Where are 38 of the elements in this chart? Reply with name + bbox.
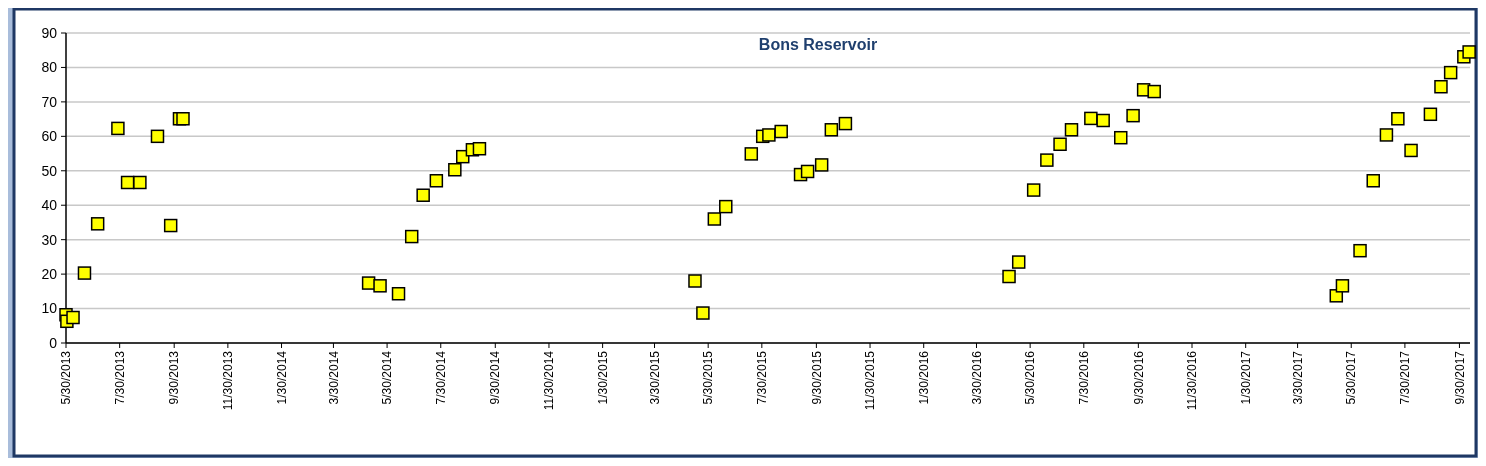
- y-tick-label: 70: [41, 93, 58, 110]
- x-tick-label: 1/30/2014: [274, 350, 289, 405]
- x-tick-label: 5/30/2013: [59, 350, 74, 405]
- x-tick-label: 9/30/2014: [488, 350, 503, 405]
- chart-title: Bons Reservoir: [758, 36, 878, 53]
- x-tick-label: 9/30/2015: [809, 350, 824, 405]
- x-tick-label: 3/30/2017: [1290, 350, 1305, 405]
- x-tick-label: 5/30/2017: [1344, 350, 1359, 405]
- x-tick-label: 5/30/2016: [1023, 350, 1038, 405]
- x-tick-label: 9/30/2017: [1452, 350, 1467, 405]
- y-tick-label: 40: [41, 197, 58, 214]
- x-tick-label: 1/30/2017: [1238, 350, 1253, 405]
- x-tick-label: 3/30/2015: [647, 350, 662, 405]
- y-tick-label: 20: [41, 266, 58, 283]
- x-tick-label: 7/30/2014: [433, 350, 448, 405]
- y-tick-label: 10: [41, 300, 58, 317]
- x-tick-label: 11/30/2015: [863, 350, 878, 411]
- y-tick-label: 90: [41, 24, 58, 41]
- x-tick-label: 9/30/2013: [167, 350, 182, 405]
- x-tick-label: 11/30/2016: [1185, 350, 1200, 411]
- y-tick-label: 0: [49, 334, 58, 351]
- x-tick-label: 3/30/2014: [326, 350, 341, 405]
- y-tick-label: 50: [41, 162, 58, 179]
- x-tick-label: 7/30/2016: [1077, 350, 1092, 405]
- x-tick-label: 1/30/2015: [595, 350, 610, 405]
- y-tick-label: 80: [41, 59, 58, 76]
- x-tick-label: 3/30/2016: [969, 350, 984, 405]
- x-tick-label: 7/30/2013: [112, 350, 127, 405]
- y-tick-label: 30: [41, 231, 58, 248]
- x-tick-label: 5/30/2014: [380, 350, 395, 405]
- x-tick-label: 11/30/2014: [542, 350, 557, 411]
- x-tick-label: 1/30/2016: [916, 350, 931, 405]
- y-tick-label: 60: [41, 128, 58, 145]
- x-tick-label: 11/30/2013: [221, 350, 236, 411]
- x-tick-label: 5/30/2015: [701, 350, 716, 405]
- x-tick-label: 9/30/2016: [1131, 350, 1146, 405]
- x-tick-label: 7/30/2017: [1398, 350, 1413, 405]
- x-tick-label: 7/30/2015: [755, 350, 770, 405]
